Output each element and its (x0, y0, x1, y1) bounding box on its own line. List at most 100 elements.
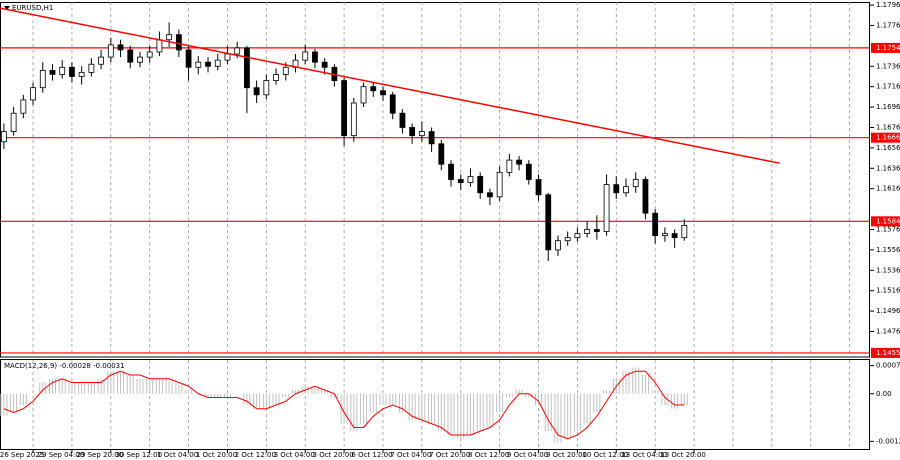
level-label: 1.1666 (876, 134, 900, 142)
candle-body (613, 184, 620, 194)
candle-body (574, 233, 581, 239)
level-label: 1.1754 (876, 44, 900, 52)
candle-body (20, 99, 27, 114)
y-tick-label: 1.1556 (876, 246, 900, 254)
candle-body (156, 39, 163, 53)
level-label-box (871, 132, 900, 143)
candle-body (10, 112, 17, 132)
menu-triangle (4, 6, 10, 10)
candle-body (642, 179, 649, 214)
candle-body (69, 66, 75, 77)
candle-body (39, 69, 46, 89)
candle-body (681, 225, 688, 239)
y-tick-label: 1.1656 (876, 144, 900, 152)
candle-body (652, 212, 659, 237)
candle-body (0, 131, 7, 143)
candle-body (506, 159, 513, 173)
candle-body (370, 86, 377, 92)
candle-body (593, 229, 600, 232)
candle-body (341, 80, 348, 137)
y-tick-label: 1.1676 (876, 123, 900, 131)
y-tick-label: 1.1496 (876, 307, 900, 315)
x-tick-label: 6 Oct 12:00 (351, 451, 392, 459)
candle-body (418, 131, 425, 137)
candle-body (584, 229, 591, 234)
candle-body (166, 34, 173, 41)
candle-body (88, 63, 95, 73)
candle-body (98, 56, 104, 65)
y-tick-label: 1.1636 (876, 164, 900, 172)
candle-body (49, 69, 56, 75)
x-tick-label: 13 Oct 20:00 (660, 451, 706, 459)
x-tick-label: 29 Sep 04:00 (38, 451, 85, 459)
y-tick-label: 1.1696 (876, 103, 900, 111)
candle-body (253, 87, 260, 96)
x-tick-label: 9 Oct 04:00 (507, 451, 548, 459)
candle-body (380, 90, 386, 96)
candle-body (467, 176, 474, 183)
trend-line (0, 7, 780, 164)
macd-title: MACD(12,26,9) -0.00028 -0.00031 (4, 362, 125, 370)
candle-body (623, 186, 629, 194)
x-tick-label: 1 Oct 04:00 (157, 451, 198, 459)
candle-body (244, 47, 250, 89)
level-label-box (871, 347, 900, 358)
y-tick-label: 1.1736 (876, 62, 900, 70)
y-tick-label: 1.1576 (876, 225, 900, 233)
candle-body (487, 192, 493, 198)
candle-body (389, 94, 396, 114)
y-tick-label: 1.1776 (876, 21, 900, 29)
candle-body (59, 66, 66, 75)
y-tick-label: -0.00127 (876, 437, 900, 445)
candle-body (448, 163, 454, 180)
y-tick-label: 1.1536 (876, 266, 900, 274)
x-tick-label: 2 Oct 12:00 (235, 451, 276, 459)
y-tick-label: 0.00 (876, 390, 892, 398)
candle-body (535, 179, 542, 196)
x-tick-label: 13 Oct 04:00 (621, 451, 667, 459)
candle-body (30, 87, 36, 101)
candle-body (496, 171, 503, 198)
y-tick-label: 1.1716 (876, 83, 900, 91)
x-tick-label: 9 Oct 20:00 (546, 451, 587, 459)
candle-body (457, 179, 464, 183)
x-tick-label: 29 Sep 20:00 (76, 451, 123, 459)
candle-body (78, 71, 85, 77)
x-tick-label: 30 Sep 12:00 (115, 451, 162, 459)
candle-body (555, 240, 561, 251)
candle-body (175, 34, 182, 51)
candle-body (312, 51, 318, 63)
y-tick-label: 0.00075 (876, 362, 900, 370)
macd-signal-line (3, 370, 685, 440)
candle-body (516, 159, 522, 165)
candle-body (525, 163, 532, 180)
candle-body (564, 237, 571, 242)
y-tick-label: 1.1476 (876, 327, 900, 335)
candle-body (545, 194, 552, 251)
x-tick-label: 26 Sep 2025 (0, 451, 44, 459)
y-tick-label: 1.1616 (876, 185, 900, 193)
x-tick-label: 10 Oct 12:00 (582, 451, 628, 459)
x-tick-label: 3 Oct 20:00 (313, 451, 354, 459)
x-tick-label: 3 Oct 04:00 (274, 451, 315, 459)
x-tick-label: 8 Oct 12:00 (468, 451, 509, 459)
candle-body (107, 44, 114, 58)
candle-body (603, 184, 610, 232)
level-label-box (871, 42, 900, 53)
candle-body (477, 176, 484, 194)
level-label: 1.1584 (876, 217, 900, 225)
x-tick-label: 1 Oct 20:00 (196, 451, 237, 459)
candle-body (409, 127, 416, 137)
candle-body (263, 80, 270, 96)
level-label-box (871, 216, 900, 227)
candle-body (350, 102, 357, 137)
level-label: 1.1455 (876, 349, 900, 357)
candle-body (302, 51, 309, 61)
x-tick-label: 7 Oct 04:00 (390, 451, 431, 459)
candle-body (205, 61, 211, 67)
candle-body (185, 49, 192, 68)
y-tick-label: 1.1796 (876, 1, 900, 9)
candle-body (127, 49, 134, 63)
